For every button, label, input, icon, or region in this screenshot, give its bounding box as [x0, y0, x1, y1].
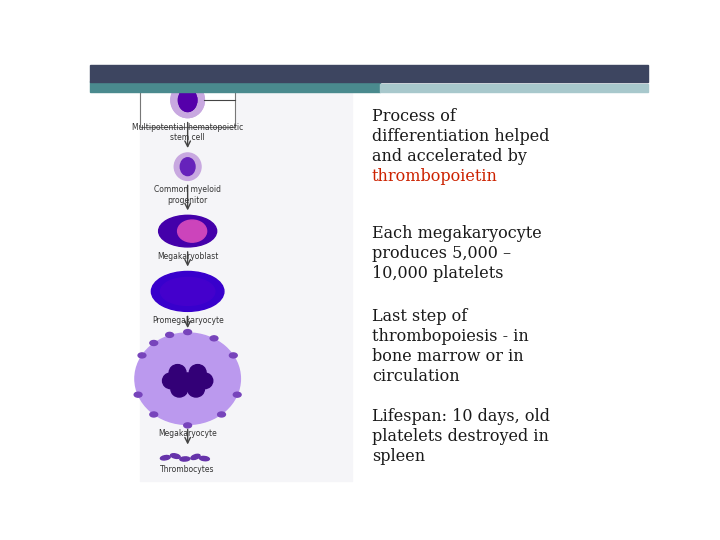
Ellipse shape	[199, 456, 210, 461]
Ellipse shape	[217, 412, 225, 417]
Text: Last step of: Last step of	[372, 308, 467, 325]
Ellipse shape	[135, 333, 240, 424]
Ellipse shape	[178, 220, 207, 242]
Ellipse shape	[179, 373, 196, 389]
Text: Lifespan: 10 days, old: Lifespan: 10 days, old	[372, 408, 550, 425]
Ellipse shape	[191, 454, 200, 460]
Ellipse shape	[233, 392, 241, 397]
Text: Megakaryoblast: Megakaryoblast	[157, 252, 218, 261]
Text: Process of: Process of	[372, 109, 456, 125]
Text: thrombopoiesis - in: thrombopoiesis - in	[372, 328, 528, 345]
Text: Common myeloid
progenitor: Common myeloid progenitor	[154, 185, 221, 205]
Ellipse shape	[188, 381, 204, 397]
Ellipse shape	[210, 336, 218, 341]
Ellipse shape	[171, 381, 188, 397]
Bar	[90, 65, 648, 82]
Text: platelets destroyed in: platelets destroyed in	[372, 428, 549, 445]
Ellipse shape	[171, 83, 204, 118]
Ellipse shape	[174, 153, 201, 180]
Ellipse shape	[134, 392, 142, 397]
Ellipse shape	[180, 457, 190, 461]
Ellipse shape	[150, 412, 158, 417]
Ellipse shape	[196, 373, 213, 389]
Ellipse shape	[184, 423, 192, 428]
Ellipse shape	[166, 333, 174, 338]
Bar	[140, 73, 235, 127]
Text: 10,000 platelets: 10,000 platelets	[372, 265, 503, 282]
Ellipse shape	[171, 454, 180, 458]
Text: Promegakaryocyte: Promegakaryocyte	[152, 316, 223, 326]
Ellipse shape	[150, 341, 158, 346]
Text: spleen: spleen	[372, 448, 425, 465]
Ellipse shape	[179, 89, 197, 111]
Ellipse shape	[184, 329, 192, 335]
Text: Each megakaryocyte: Each megakaryocyte	[372, 225, 541, 242]
Text: differentiation helped: differentiation helped	[372, 129, 549, 145]
Text: thrombopoietin: thrombopoietin	[372, 168, 498, 185]
Bar	[380, 84, 648, 92]
Text: Thrombocytes: Thrombocytes	[161, 465, 215, 474]
Text: circulation: circulation	[372, 368, 459, 385]
Text: Multipotential hematopoietic
stem cell: Multipotential hematopoietic stem cell	[132, 123, 243, 143]
Text: and accelerated by: and accelerated by	[372, 148, 526, 165]
Ellipse shape	[158, 215, 217, 247]
Text: Megakaryocyte: Megakaryocyte	[158, 429, 217, 437]
Ellipse shape	[138, 353, 146, 358]
Ellipse shape	[180, 158, 195, 176]
Ellipse shape	[171, 83, 204, 118]
Text: bone marrow or in: bone marrow or in	[372, 348, 523, 365]
Ellipse shape	[161, 456, 170, 460]
Bar	[140, 82, 352, 481]
Ellipse shape	[169, 364, 186, 380]
Text: produces 5,000 –: produces 5,000 –	[372, 245, 511, 262]
Ellipse shape	[179, 89, 197, 111]
Ellipse shape	[161, 278, 215, 306]
Ellipse shape	[189, 364, 206, 380]
Ellipse shape	[151, 272, 224, 312]
Ellipse shape	[230, 353, 237, 358]
Ellipse shape	[163, 373, 179, 389]
Bar	[90, 82, 380, 92]
